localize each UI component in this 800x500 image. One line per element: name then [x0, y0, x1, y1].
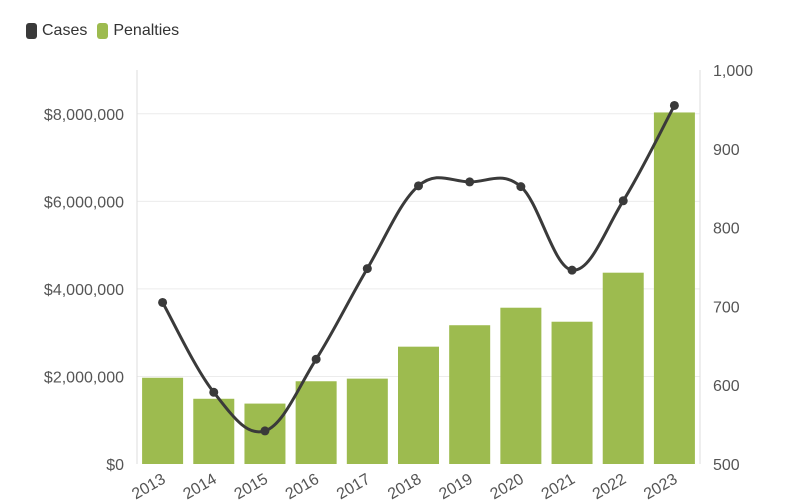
- point-cases: [567, 265, 577, 275]
- y-right-tick-label: 600: [713, 378, 740, 395]
- x-tick-label: 2015: [232, 471, 271, 500]
- bar-penalties: [295, 381, 337, 464]
- legend-swatch-cases: [26, 23, 37, 39]
- legend-label-penalties: Penalties: [113, 22, 180, 39]
- point-cases: [311, 354, 321, 364]
- x-tick-label: 2016: [283, 471, 322, 500]
- point-cases: [260, 426, 270, 436]
- bar-penalties: [602, 272, 644, 464]
- y-right-tick-label: 500: [713, 457, 740, 474]
- point-cases: [669, 100, 679, 110]
- x-tick-label: 2014: [180, 471, 219, 500]
- point-cases: [158, 297, 168, 307]
- legend-item-cases[interactable]: Cases: [26, 22, 87, 40]
- x-tick-label: 2022: [590, 471, 629, 500]
- bar-penalties: [653, 112, 695, 464]
- point-cases: [414, 181, 423, 191]
- legend-item-penalties[interactable]: Penalties: [97, 22, 179, 40]
- legend-label-cases: Cases: [42, 22, 88, 39]
- y-left-tick-label: $6,000,000: [44, 194, 124, 211]
- point-cases: [465, 177, 475, 187]
- line-layer: [158, 100, 679, 436]
- point-cases: [209, 387, 219, 397]
- legend: Cases Penalties: [26, 22, 179, 40]
- y-right-tick-label: 700: [713, 299, 740, 316]
- bar-penalties: [449, 325, 491, 464]
- y-left-tick-label: $2,000,000: [44, 369, 124, 386]
- point-cases: [618, 196, 628, 206]
- point-cases: [362, 264, 372, 274]
- bar-layer: [142, 112, 695, 464]
- y-right-tick-label: 1,000: [713, 63, 753, 80]
- x-tick-label: 2023: [641, 471, 680, 500]
- x-tick-label: 2013: [129, 471, 168, 500]
- bar-penalties: [346, 378, 388, 464]
- axis-layer: [136, 70, 701, 464]
- point-cases: [516, 182, 526, 192]
- bar-penalties: [142, 377, 184, 464]
- x-tick-label: 2020: [488, 471, 527, 500]
- y-left-tick-label: $4,000,000: [44, 282, 124, 299]
- bar-penalties: [551, 321, 593, 464]
- x-tick-label: 2018: [385, 471, 424, 500]
- y-left-tick-label: $0: [106, 457, 124, 474]
- legend-swatch-penalties: [97, 23, 109, 39]
- bar-penalties: [500, 307, 542, 464]
- y-left-tick-label: $8,000,000: [44, 107, 124, 124]
- bar-penalties: [398, 346, 439, 464]
- x-tick-label: 2021: [539, 471, 578, 500]
- x-tick-label: 2017: [334, 471, 373, 500]
- y-right-tick-label: 800: [713, 221, 740, 238]
- y-right-tick-label: 900: [713, 142, 740, 159]
- x-tick-label: 2019: [436, 471, 475, 500]
